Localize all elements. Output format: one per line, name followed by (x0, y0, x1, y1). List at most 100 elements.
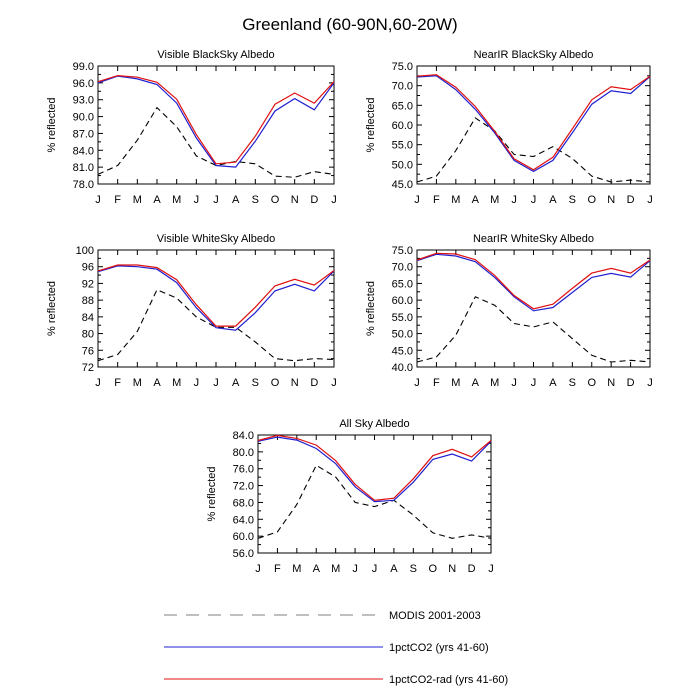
x-tick-label: J (414, 377, 420, 389)
series-line-1pctco2 (416, 253, 651, 312)
x-tick-label: A (153, 194, 161, 206)
x-tick-label: N (448, 563, 456, 575)
x-tick-label: S (410, 563, 417, 575)
y-tick-label: 45.0 (392, 179, 413, 191)
series-line-1pctco2-rad (97, 264, 335, 327)
x-tick-label: J (213, 377, 219, 389)
y-tick-label: 90.0 (73, 112, 94, 124)
series-line-1pctco2 (97, 75, 335, 168)
plot-frame (97, 249, 335, 368)
figure-title: Greenland (60-90N,60-20W) (242, 15, 457, 34)
x-tick-label: O (587, 377, 596, 389)
x-tick-label: A (472, 194, 480, 206)
series-line-1pctco2 (257, 436, 492, 503)
y-tick-label: 100 (76, 245, 94, 257)
series-line-1pctco2-rad (97, 74, 335, 165)
y-axis-label: % reflected (46, 281, 58, 336)
chart-panel: NearIR WhiteSky Albedo 40.0 45.0 50.0 55.0 60… (365, 233, 653, 389)
y-tick-label: 80.0 (233, 447, 254, 459)
y-tick-label: 65.0 (392, 278, 413, 290)
y-tick-label: 84.0 (73, 145, 94, 157)
x-tick-label: O (587, 194, 596, 206)
y-tick-label: 55.0 (392, 140, 413, 152)
y-tick-label: 60.0 (392, 120, 413, 132)
x-tick-label: J (213, 194, 219, 206)
y-tick-label: 93.0 (73, 95, 94, 107)
x-tick-label: F (274, 563, 281, 575)
plot-frame (416, 65, 651, 185)
y-tick-label: 56.0 (233, 548, 254, 560)
panel-title: NearIR WhiteSky Albedo (473, 233, 594, 245)
y-tick-label: 84 (82, 312, 94, 324)
x-tick-label: A (232, 377, 240, 389)
x-tick-label: J (488, 563, 494, 575)
y-tick-label: 76 (82, 345, 94, 357)
x-tick-label: N (291, 377, 299, 389)
x-tick-label: N (607, 377, 615, 389)
y-tick-label: 64.0 (233, 514, 254, 526)
y-tick-label: 55.0 (392, 312, 413, 324)
x-tick-label: M (451, 194, 460, 206)
series-line-1pctco2-rad (416, 74, 651, 171)
y-axis-label: % reflected (365, 97, 377, 152)
x-tick-label: A (390, 563, 398, 575)
y-tick-label: 99.0 (73, 61, 94, 73)
y-tick-label: 92 (82, 278, 94, 290)
x-tick-label: D (627, 194, 635, 206)
panel-title: Visible BlackSky Albedo (157, 49, 274, 61)
x-tick-label: S (569, 377, 576, 389)
y-tick-label: 40.0 (392, 362, 413, 374)
y-tick-label: 45.0 (392, 345, 413, 357)
x-tick-label: A (313, 563, 321, 575)
panel-title: Visible WhiteSky Albedo (157, 233, 275, 245)
x-tick-label: A (232, 194, 240, 206)
x-tick-label: M (133, 194, 142, 206)
x-tick-label: J (511, 377, 517, 389)
legend-label: MODIS 2001-2003 (389, 610, 481, 622)
x-tick-label: J (531, 377, 537, 389)
y-tick-label: 80 (82, 329, 94, 341)
y-tick-label: 60.0 (233, 531, 254, 543)
x-tick-label: M (490, 377, 499, 389)
y-tick-label: 88 (82, 295, 94, 307)
x-tick-label: F (114, 377, 121, 389)
y-tick-label: 70.0 (392, 81, 413, 93)
legend-label: 1pctCO2 (yrs 41-60) (389, 642, 489, 654)
x-tick-label: J (194, 194, 200, 206)
series-line-1pctco2 (416, 75, 651, 173)
series-line-modis (257, 464, 492, 539)
x-tick-label: M (451, 377, 460, 389)
x-tick-label: A (549, 377, 557, 389)
x-tick-label: D (468, 563, 476, 575)
chart-panel: Visible BlackSky Albedo 78.0 81.0 84.0 87.0 9… (46, 49, 337, 206)
y-tick-label: 78.0 (73, 179, 94, 191)
x-tick-label: D (627, 377, 635, 389)
x-tick-label: S (569, 194, 576, 206)
x-tick-label: A (549, 194, 557, 206)
x-tick-label: F (433, 194, 440, 206)
y-tick-label: 50.0 (392, 159, 413, 171)
x-tick-label: S (252, 194, 259, 206)
y-tick-label: 76.0 (233, 464, 254, 476)
chart-panel: NearIR BlackSky Albedo 45.0 50.0 55.0 60.0 65… (365, 49, 653, 206)
x-tick-label: J (95, 377, 101, 389)
series-line-1pctco2-rad (257, 434, 492, 501)
x-tick-label: O (271, 194, 280, 206)
y-tick-label: 75.0 (392, 245, 413, 257)
y-tick-label: 84.0 (233, 430, 254, 442)
x-tick-label: J (352, 563, 358, 575)
plot-frame (97, 65, 335, 185)
series-line-1pctco2 (97, 265, 335, 331)
y-tick-label: 87.0 (73, 128, 94, 140)
x-tick-label: J (95, 194, 101, 206)
y-axis-label: % reflected (46, 97, 58, 152)
x-tick-label: M (172, 194, 181, 206)
panel-title: NearIR BlackSky Albedo (474, 49, 594, 61)
series-line-modis (97, 288, 335, 362)
x-tick-label: A (472, 377, 480, 389)
plot-frame (257, 434, 492, 554)
panel-title: All Sky Albedo (339, 418, 409, 430)
x-tick-label: A (153, 377, 161, 389)
y-axis-label: % reflected (365, 281, 377, 336)
y-tick-label: 96 (82, 262, 94, 274)
